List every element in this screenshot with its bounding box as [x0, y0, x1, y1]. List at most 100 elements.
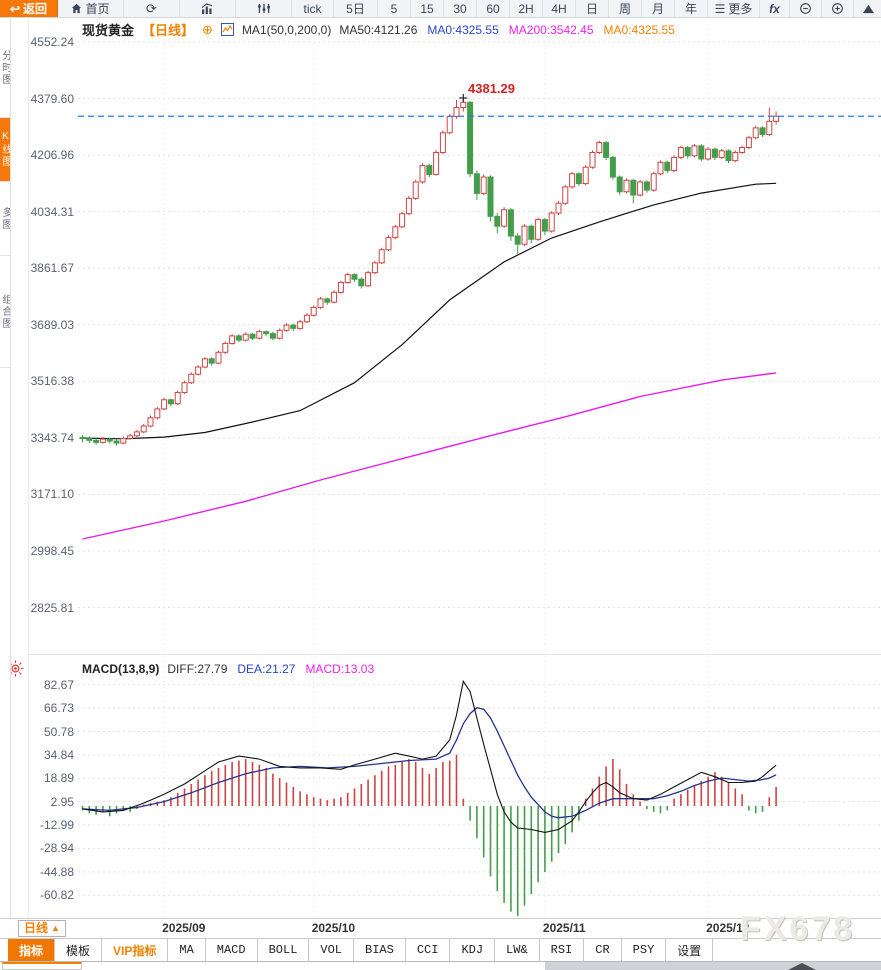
- symbol-name: 现货黄金: [82, 23, 135, 38]
- macd-y-tick-3: 34.84: [43, 747, 74, 762]
- ma-legend-value-1: MA0:4325.55: [427, 22, 499, 37]
- ma-values-group: MA50:4121.26 MA0:4325.55 MA200:3542.45 MA0:…: [339, 23, 675, 37]
- macd-legend-value-1: DEA:21.27: [237, 662, 296, 676]
- ma-params: MA1(50,0,200,0): [241, 22, 332, 37]
- more-button-label: 更多: [728, 2, 753, 16]
- period-button-15[interactable]: 15: [411, 0, 444, 17]
- x-axis-month-3: 2025/12: [706, 921, 750, 935]
- indicator-settings-button[interactable]: [236, 0, 292, 17]
- main-y-tick-10: 2825.81: [30, 600, 74, 615]
- chart-type-button[interactable]: [180, 0, 236, 17]
- collapsed-tab[interactable]: [2, 962, 82, 970]
- macd-title: MACD(13,8,9): [82, 662, 160, 676]
- indicator-tab-11[interactable]: LW&: [495, 939, 540, 961]
- macd-values-group: DIFF:27.79 DEA:21.27 MACD:13.03: [167, 662, 374, 676]
- period-box-arrow-icon: ▲: [51, 923, 60, 933]
- sidebar-item-3[interactable]: 多图: [0, 182, 10, 256]
- period-button-60[interactable]: 60: [477, 0, 510, 17]
- ma-legend-value-2: MA200:3542.45: [508, 22, 594, 37]
- x-axis-month-1: 2025/10: [311, 921, 356, 935]
- indicator-tab-12[interactable]: RSI: [539, 939, 585, 961]
- period-selector-box[interactable]: 日线 ▲: [18, 920, 66, 937]
- refresh-icon: ⟳: [146, 0, 157, 16]
- ma-legend-value-3: MA0:4325.55: [603, 22, 675, 37]
- period-button-30[interactable]: 30: [444, 0, 477, 17]
- fx-icon: fx: [769, 1, 780, 16]
- top-toolbar: ↩ 返回 首页 ⟳ tick 5日 5 15 30 60 2H 4H 日周月年 ☰ 更多 fx: [0, 0, 881, 18]
- panel-resize-bar[interactable]: [545, 962, 881, 970]
- macd-legend: MACD(13,8,9) DIFF:27.79 DEA:21.27 MACD:13.…: [82, 662, 374, 676]
- period-button-tick[interactable]: tick: [292, 0, 334, 17]
- zoom-out-button[interactable]: [790, 0, 822, 17]
- macd-y-tick-5: 2.95: [50, 794, 74, 809]
- x-axis-month-2: 2025/11: [542, 921, 586, 935]
- refresh-button[interactable]: ⟳: [124, 0, 180, 17]
- period-button-5日[interactable]: 5日: [334, 0, 378, 17]
- mini-chart-icon[interactable]: [220, 23, 234, 36]
- fx-formula-button[interactable]: fx: [760, 0, 790, 17]
- period-tag: 【日线】: [142, 23, 195, 38]
- main-chart-legend: 现货黄金 【日线】 ⊕ MA1(50,0,200,0) MA50:4121.26…: [82, 20, 675, 39]
- indicator-tab-1[interactable]: 指标: [8, 939, 56, 961]
- home-button-label: 首页: [85, 2, 110, 16]
- draw-triangle-icon: [862, 4, 874, 13]
- more-button[interactable]: ☰ 更多: [708, 0, 760, 17]
- macd-y-tick-0: 82.67: [43, 677, 74, 692]
- indicator-tab-4[interactable]: MA: [168, 939, 206, 961]
- chart-left-border: [28, 18, 29, 918]
- back-button-label: 返回: [23, 2, 48, 16]
- indicator-tab-5[interactable]: MACD: [205, 939, 258, 961]
- main-y-tick-2: 4206.96: [30, 148, 74, 163]
- indicator-tab-14[interactable]: PSY: [621, 939, 667, 961]
- indicator-tab-10[interactable]: KDJ: [450, 939, 496, 961]
- indicator-settings-sun-icon[interactable]: [7, 660, 24, 677]
- peak-price-annotation: 4381.29: [468, 81, 515, 96]
- indicator-tab-6[interactable]: BOLL: [257, 939, 310, 961]
- period-button-周[interactable]: 周: [609, 0, 642, 17]
- main-candlestick-chart[interactable]: [78, 28, 881, 656]
- sidebar-item-1[interactable]: 分时图: [0, 18, 10, 118]
- home-button[interactable]: 首页: [58, 0, 124, 17]
- indicator-tab-8[interactable]: BIAS: [354, 939, 406, 961]
- draw-tool-button[interactable]: [854, 0, 881, 17]
- main-y-tick-7: 3343.74: [30, 430, 74, 445]
- macd-legend-value-2: MACD:13.03: [305, 662, 375, 676]
- period-button-2H[interactable]: 2H: [510, 0, 543, 17]
- zoom-in-icon: [832, 3, 843, 14]
- main-y-tick-8: 3171.10: [30, 487, 74, 502]
- zoom-out-icon: [800, 3, 811, 14]
- add-overlay-icon[interactable]: ⊕: [202, 22, 213, 37]
- back-arrow-icon: ↩: [9, 1, 21, 16]
- macd-y-tick-8: -44.88: [39, 864, 74, 879]
- main-y-tick-6: 3516.38: [30, 374, 74, 389]
- indicator-tab-7[interactable]: VOL: [309, 939, 355, 961]
- zoom-in-button[interactable]: [822, 0, 854, 17]
- bar-chart-icon: [201, 3, 213, 14]
- sidebar-item-2[interactable]: K线图: [0, 118, 10, 182]
- main-y-tick-1: 4379.60: [30, 91, 74, 106]
- period-box-label: 日线: [24, 921, 49, 935]
- sidebar-item-4[interactable]: 组合图: [0, 256, 10, 368]
- macd-y-tick-2: 50.78: [43, 724, 74, 739]
- main-y-tick-0: 4552.24: [30, 35, 74, 49]
- bottom-collapsed-row: [0, 962, 881, 970]
- left-vertical-tabs: 分时图 K线图 多图 组合图: [0, 18, 11, 918]
- indicator-tab-13[interactable]: CR: [584, 939, 622, 961]
- back-button[interactable]: ↩ 返回: [0, 0, 58, 17]
- macd-indicator-chart[interactable]: [78, 656, 881, 918]
- main-y-tick-5: 3689.03: [30, 317, 74, 332]
- period-button-5[interactable]: 5: [378, 0, 411, 17]
- period-button-日[interactable]: 日: [576, 0, 609, 17]
- main-y-tick-3: 4034.31: [30, 204, 74, 219]
- period-button-年[interactable]: 年: [675, 0, 708, 17]
- period-button-4H[interactable]: 4H: [543, 0, 576, 17]
- expand-handle-icon[interactable]: [788, 963, 816, 970]
- indicator-tab-15[interactable]: 设置: [666, 939, 714, 961]
- indicator-tab-3[interactable]: VIP指标: [102, 939, 169, 961]
- indicator-tabs-row: 指标 模板 VIP指标 MA MACD BOLL VOL BIAS CCI KDJ LW& RSI CR…: [0, 938, 881, 962]
- indicator-tab-9[interactable]: CCI: [405, 939, 451, 961]
- macd-y-tick-6: -12.99: [39, 818, 74, 833]
- indicator-tab-2[interactable]: 模板: [55, 939, 103, 961]
- period-button-月[interactable]: 月: [642, 0, 675, 17]
